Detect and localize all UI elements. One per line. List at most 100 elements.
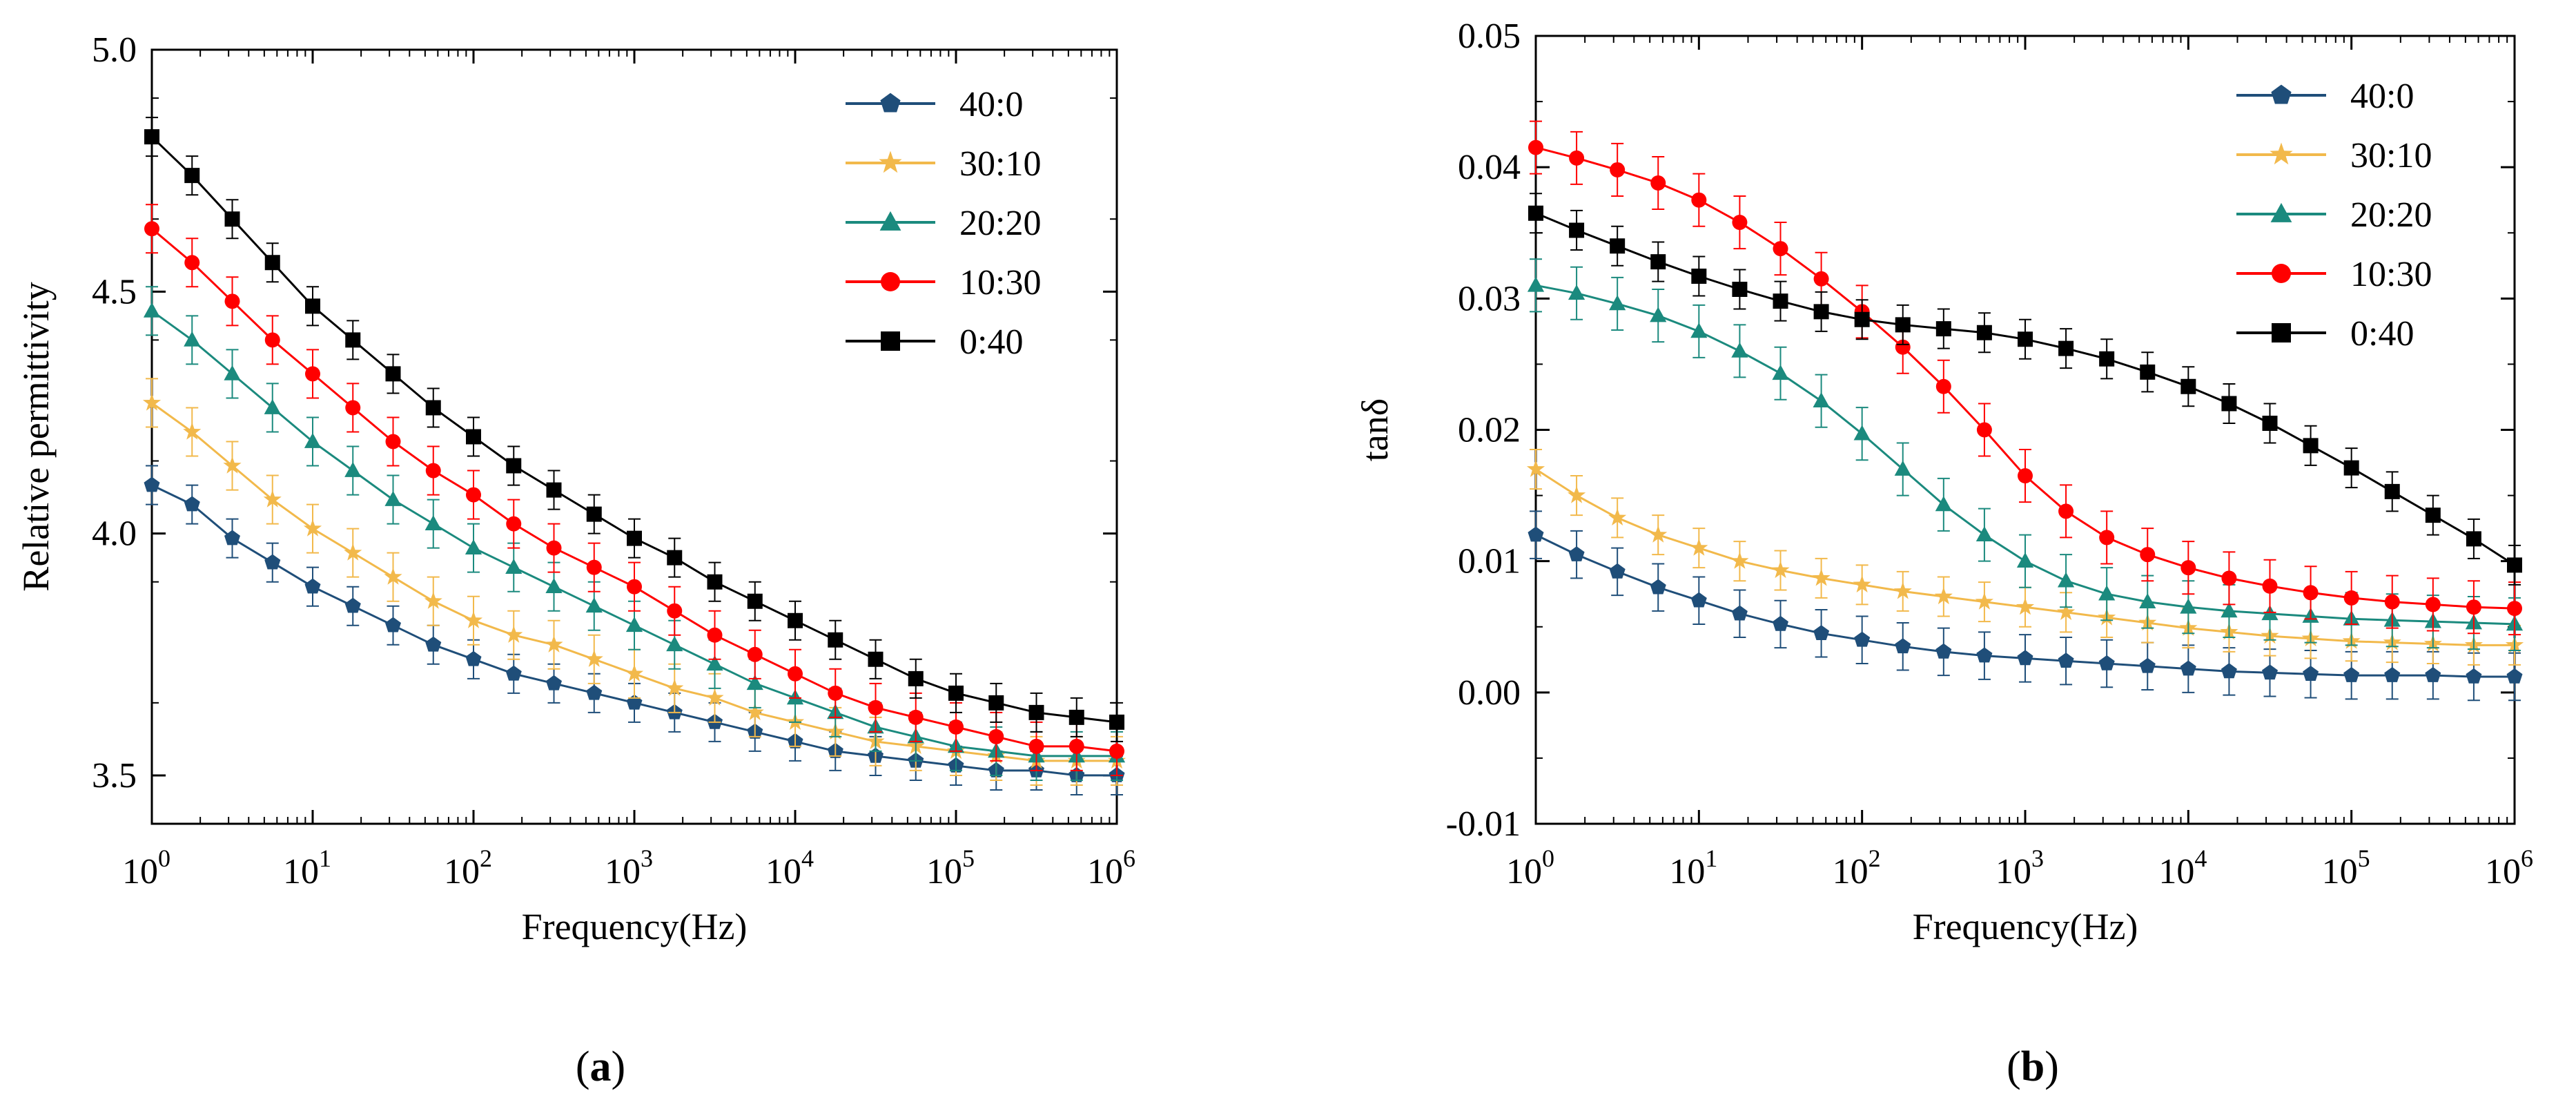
data-point: [625, 664, 644, 682]
x-tick-label: 106: [1087, 844, 1135, 891]
legend-item: 30:10: [2236, 136, 2432, 175]
data-point: [2099, 351, 2115, 367]
legend-item: 40:0: [2236, 77, 2414, 116]
data-point: [1732, 282, 1748, 298]
data-point: [1895, 638, 1911, 654]
data-point: [2180, 560, 2196, 576]
data-point: [1895, 317, 1911, 333]
y-tick-label: 4.5: [92, 272, 137, 311]
data-point: [2221, 570, 2237, 586]
data-point: [505, 665, 522, 681]
data-point: [1773, 615, 1788, 631]
legend-marker: [2270, 202, 2292, 222]
series-40-0: [1528, 510, 2523, 702]
data-point: [1690, 538, 1708, 556]
data-point: [1813, 271, 1829, 287]
data-point: [223, 456, 242, 474]
x-tick-exponent: 3: [641, 844, 653, 872]
x-tick-base: 10: [2485, 852, 2521, 891]
data-point: [2140, 364, 2156, 380]
data-point: [464, 611, 483, 628]
legend-label: 10:30: [2350, 255, 2432, 294]
x-tick-base: 10: [444, 852, 480, 891]
x-tick-label: 105: [2322, 844, 2370, 891]
x-tick-exponent: 0: [158, 844, 170, 872]
data-point: [465, 539, 482, 554]
panel-label-letter: a: [590, 1043, 612, 1090]
x-tick-exponent: 1: [1705, 844, 1717, 872]
data-point: [2507, 557, 2522, 573]
y-tick-label: 0.03: [1458, 279, 1521, 318]
data-point: [828, 685, 843, 701]
legend-label: 0:40: [2350, 314, 2414, 354]
data-point: [1853, 425, 1871, 441]
data-point: [667, 603, 683, 619]
x-tick-label: 103: [1996, 844, 2044, 891]
panel-label-paren-close: ): [612, 1043, 626, 1090]
x-tick-exponent: 6: [2521, 844, 2533, 872]
data-point: [545, 578, 563, 594]
data-point: [144, 129, 159, 145]
data-point: [144, 221, 159, 237]
data-point: [2507, 601, 2522, 617]
data-point: [1813, 392, 1830, 408]
data-point: [1813, 625, 1830, 640]
panel-label: (b): [2007, 1043, 2059, 1090]
data-point: [184, 255, 200, 271]
y-tick-label: 0.04: [1458, 148, 1521, 187]
panel-label-letter: b: [2021, 1043, 2045, 1090]
data-point: [2506, 668, 2523, 684]
series-10-30: [1528, 120, 2522, 636]
data-point: [586, 684, 603, 700]
data-point: [384, 490, 402, 506]
legend-item: 40:0: [846, 85, 1023, 124]
data-point: [1109, 743, 1124, 759]
data-point: [1935, 643, 1952, 659]
data-point: [344, 543, 362, 561]
x-tick-exponent: 4: [2194, 844, 2207, 872]
legend-label: 30:10: [959, 144, 1041, 184]
y-tick-label: 5.0: [92, 30, 137, 70]
x-tick-label: 101: [1669, 844, 1717, 891]
legend-marker: [880, 93, 901, 113]
data-point: [747, 646, 763, 662]
series-0-40: [144, 117, 1124, 742]
data-point: [345, 400, 361, 416]
x-axis-label: Frequency(Hz): [1913, 906, 2138, 947]
data-point: [2098, 655, 2115, 670]
data-point: [2180, 660, 2196, 676]
data-point: [1528, 139, 1543, 155]
legend-label: 40:0: [2350, 77, 2414, 116]
data-point: [625, 617, 643, 633]
data-point: [384, 567, 402, 585]
data-point: [425, 514, 442, 530]
data-point: [224, 293, 240, 309]
data-point: [585, 650, 603, 667]
data-point: [264, 398, 281, 414]
data-point: [2018, 331, 2033, 347]
legend-label: 40:0: [959, 85, 1023, 124]
data-point: [345, 332, 361, 348]
data-point: [465, 650, 482, 666]
data-point: [1976, 325, 1992, 340]
legend-marker: [2272, 264, 2291, 283]
data-point: [667, 550, 683, 566]
legend-label: 20:20: [2350, 195, 2432, 235]
data-point: [868, 651, 884, 667]
legend-marker: [2270, 142, 2293, 165]
x-tick-label: 105: [926, 844, 975, 891]
panel-label-paren-close: ): [2045, 1043, 2059, 1090]
data-point: [1528, 526, 1544, 542]
data-point: [224, 530, 240, 545]
data-point: [1773, 293, 1788, 309]
data-point: [1812, 568, 1831, 586]
data-point: [1109, 714, 1124, 730]
data-point: [2384, 594, 2400, 610]
data-point: [2018, 468, 2033, 484]
x-tick-label: 104: [2158, 844, 2207, 891]
data-point: [2425, 597, 2441, 612]
data-point: [1771, 561, 1790, 579]
data-point: [224, 211, 240, 227]
data-point: [2099, 530, 2115, 545]
